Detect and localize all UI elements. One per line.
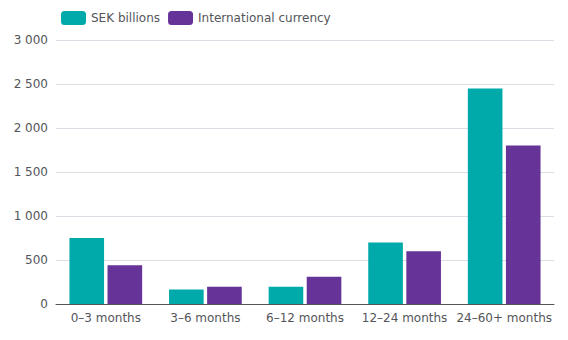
svg-text:3 000: 3 000 xyxy=(14,33,48,47)
svg-text:0–3 months: 0–3 months xyxy=(71,311,141,325)
svg-text:0: 0 xyxy=(40,297,48,311)
svg-text:12–24 months: 12–24 months xyxy=(362,311,448,325)
svg-text:1 000: 1 000 xyxy=(14,209,48,223)
svg-text:2 000: 2 000 xyxy=(14,121,48,135)
svg-text:500: 500 xyxy=(25,253,48,267)
svg-text:6–12 months: 6–12 months xyxy=(266,311,344,325)
svg-text:2 500: 2 500 xyxy=(14,77,48,91)
svg-text:3–6 months: 3–6 months xyxy=(170,311,240,325)
svg-text:1 500: 1 500 xyxy=(14,165,48,179)
svg-text:International currency: International currency xyxy=(198,11,331,25)
svg-text:24–60+ months: 24–60+ months xyxy=(456,311,552,325)
svg-text:SEK billions: SEK billions xyxy=(91,11,160,25)
